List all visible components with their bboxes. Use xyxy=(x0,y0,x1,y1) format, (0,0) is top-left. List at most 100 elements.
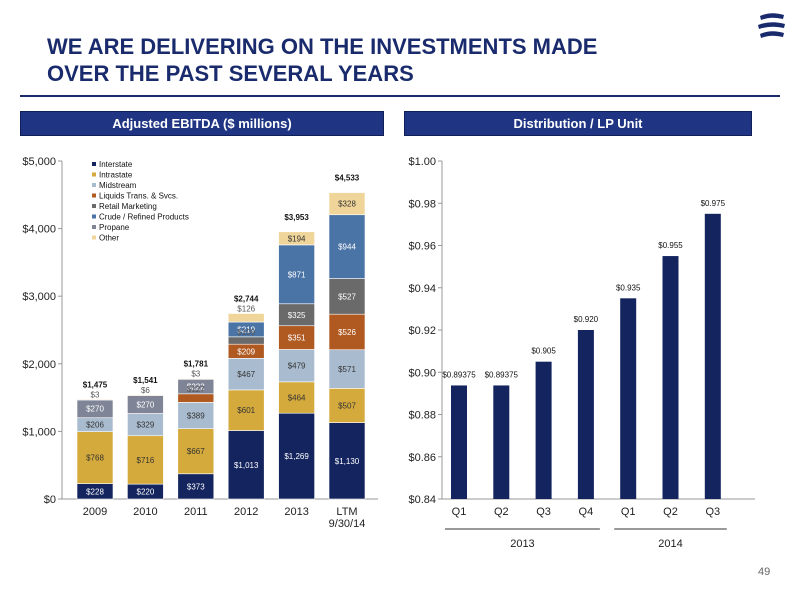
segment-label: $389 xyxy=(187,412,205,421)
title-divider xyxy=(20,95,780,97)
bar-value-label: $0.920 xyxy=(574,315,599,324)
segment-label: $601 xyxy=(237,406,255,415)
bar-segment xyxy=(278,412,315,500)
bar-value-label: $0.935 xyxy=(616,283,641,292)
bar-segment xyxy=(177,473,215,500)
x-tick-label: Q2 xyxy=(663,506,678,518)
x-tick-label: 2013 xyxy=(284,506,308,518)
distribution-bar xyxy=(620,298,637,499)
legend-marker xyxy=(92,193,96,198)
segment-label: $667 xyxy=(187,447,205,456)
x-tick-label: Q1 xyxy=(621,506,636,518)
segment-label: $571 xyxy=(338,365,356,374)
y-tick-label: $1,000 xyxy=(22,426,56,438)
segment-label: $109 xyxy=(237,328,255,337)
segment-label: $127 xyxy=(187,385,205,394)
x-tick-label: Q2 xyxy=(494,506,509,518)
legend-label: Intrastate xyxy=(99,171,133,180)
distribution-bar-chart: $0.84 $0.86 $0.88 $0.90 $0.92 $0.94 $0.96 $0.98… xyxy=(408,156,755,550)
distribution-bar xyxy=(662,256,679,499)
bar-value-label: $0.975 xyxy=(701,199,726,208)
bar-segment xyxy=(328,422,366,500)
segment-label: $328 xyxy=(338,200,356,209)
x-tick-label: Q3 xyxy=(536,506,551,518)
bar-segment xyxy=(278,381,315,414)
bar-total-label: $1,781 xyxy=(184,360,209,369)
y-tick-label: $3,000 xyxy=(22,291,56,303)
bar-total-label: $2,744 xyxy=(234,295,259,304)
segment-label: $222 xyxy=(187,382,205,391)
segment-label: $944 xyxy=(338,243,356,252)
bar-segment xyxy=(127,435,164,485)
y-tick-label: $0.96 xyxy=(408,241,436,253)
bar-total-label: $3,953 xyxy=(284,213,309,222)
segment-label: $351 xyxy=(288,334,306,343)
legend-marker xyxy=(92,235,96,240)
segment-label: $1,130 xyxy=(335,457,360,466)
y-tick-label: $0.84 xyxy=(408,494,436,506)
segment-label: $209 xyxy=(237,347,255,356)
bar-segment xyxy=(177,428,215,475)
segment-label: $3 xyxy=(91,390,100,399)
legend-label: Propane xyxy=(99,223,130,232)
bar-segment xyxy=(177,402,215,429)
legend-label: Liquids Trans. & Svcs. xyxy=(99,192,178,201)
legend-marker xyxy=(92,162,96,166)
year-group-label: 2013 xyxy=(510,538,534,550)
distribution-bar xyxy=(577,330,594,499)
bar-segment xyxy=(328,192,366,216)
slide-title-line-2: OVER THE PAST SEVERAL YEARS xyxy=(47,61,414,86)
slide-title: WE ARE DELIVERING ON THE INVESTMENTS MAD… xyxy=(47,33,697,87)
segment-label: $768 xyxy=(86,454,104,463)
bar-segment xyxy=(278,231,315,246)
y-tick-label: $0.98 xyxy=(408,198,436,210)
y-tick-label: $0.92 xyxy=(408,325,436,337)
legend-label: Retail Marketing xyxy=(99,202,157,211)
y-tick-label: $0.94 xyxy=(408,283,436,295)
bar-segment xyxy=(227,430,265,500)
legend-label: Crude / Refined Products xyxy=(99,213,189,222)
bar-segment xyxy=(328,388,366,423)
legend-label: Midstream xyxy=(99,181,137,190)
y-tick-label: $5,000 xyxy=(22,156,56,168)
segment-label: $325 xyxy=(288,311,306,320)
x-tick-label: 9/30/14 xyxy=(329,518,366,530)
y-tick-label: $1.00 xyxy=(408,156,436,168)
distribution-chart-header: Distribution / LP Unit xyxy=(404,111,752,136)
bar-segment xyxy=(227,358,265,391)
legend-label: Interstate xyxy=(99,160,133,169)
legend-marker xyxy=(92,172,96,177)
segment-label: $219 xyxy=(237,325,255,334)
bar-value-label: $0.905 xyxy=(531,347,556,356)
y-tick-label: $0 xyxy=(44,494,56,506)
x-tick-label: 2010 xyxy=(133,506,157,518)
bar-total-label: $1,475 xyxy=(83,380,108,389)
segment-label: $716 xyxy=(137,456,155,465)
legend-label: Other xyxy=(99,234,119,243)
legend-marker xyxy=(92,225,96,229)
bar-value-label: $0.89375 xyxy=(485,370,519,379)
segment-label: $467 xyxy=(237,370,255,379)
page-number: 49 xyxy=(758,566,771,578)
bar-segment xyxy=(278,244,315,305)
bar-segment xyxy=(76,431,114,484)
distribution-bar xyxy=(451,385,467,499)
x-tick-label: 2009 xyxy=(83,506,107,518)
bar-total-label: $4,533 xyxy=(335,174,360,183)
bar-segment xyxy=(127,394,164,396)
x-tick-label: 2012 xyxy=(234,506,258,518)
bar-segment xyxy=(328,214,366,279)
segment-label: $220 xyxy=(137,488,155,497)
ebitda-chart-header: Adjusted EBITDA ($ millions) xyxy=(20,111,384,136)
segment-label: $3 xyxy=(191,370,200,379)
bar-segment xyxy=(278,349,315,383)
distribution-bar xyxy=(704,213,721,499)
segment-label: $464 xyxy=(288,394,306,403)
x-tick-label: Q3 xyxy=(705,506,720,518)
legend-marker xyxy=(92,204,96,208)
segment-label: $1,013 xyxy=(234,461,259,470)
x-tick-label: Q1 xyxy=(452,506,467,518)
bar-segment xyxy=(328,349,366,389)
segment-label: $526 xyxy=(338,328,356,337)
company-logo-icon xyxy=(758,13,785,38)
